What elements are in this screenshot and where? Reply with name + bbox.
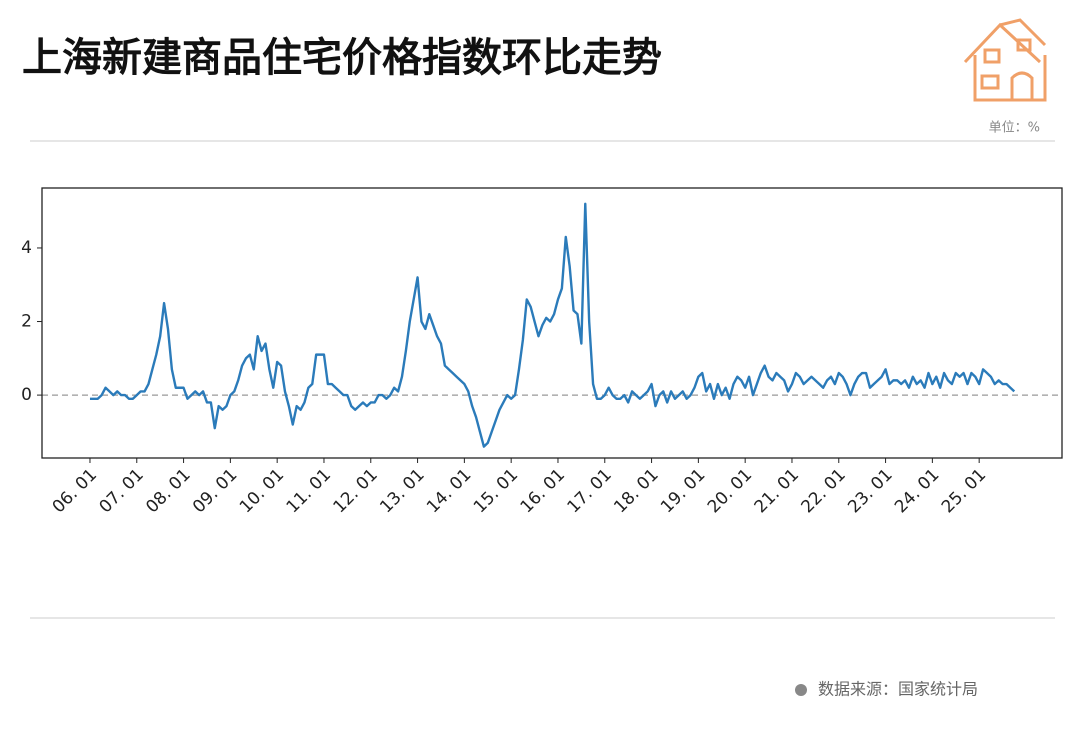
unit: 单位：%	[989, 121, 1040, 136]
source: 数据来源：国家统计局	[818, 680, 978, 699]
house-icon	[963, 18, 1047, 102]
y-tick-label: 0	[21, 385, 32, 405]
y-tick-label: 2	[21, 312, 32, 332]
source-dot	[795, 684, 807, 696]
plot-frame	[41, 187, 1063, 459]
y-tick-label: 4	[21, 238, 32, 258]
title: 上海新建商品住宅价格指数环比走势	[22, 35, 662, 81]
line	[89, 202, 1016, 448]
